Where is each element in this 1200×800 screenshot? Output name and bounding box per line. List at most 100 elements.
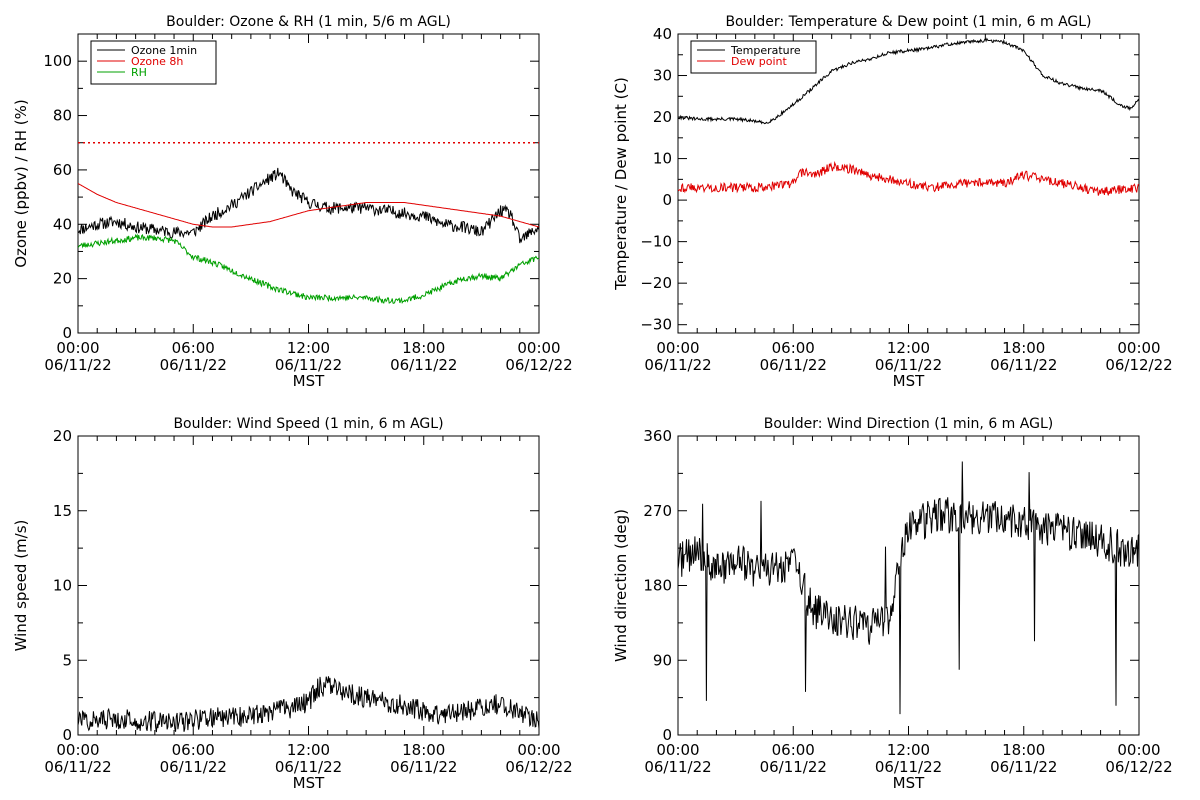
x-tick-label-date: 06/12/22 [1105,758,1172,776]
x-axis-label: MST [293,372,325,390]
y-axis-label: Ozone (ppbv) / RH (%) [12,99,30,268]
series-line-temperature [678,37,1139,125]
x-tick-label-time: 06:00 [172,339,215,357]
x-tick-label-time: 00:00 [517,741,560,759]
chart-title: Boulder: Temperature & Dew point (1 min,… [725,14,1091,30]
x-tick-label-time: 18:00 [402,741,445,759]
x-tick-label-date: 06/11/22 [875,356,942,374]
x-tick-label-date: 06/11/22 [44,758,111,776]
x-tick-label-date: 06/11/22 [990,356,1057,374]
series-line-ozone-1min [78,167,539,244]
plot-area [78,676,539,733]
x-tick-label-time: 00:00 [56,741,99,759]
x-tick-label-time: 18:00 [1002,741,1045,759]
y-tick-label: 360 [643,427,672,445]
x-tick-label-time: 12:00 [887,741,930,759]
series-line-dew-point [678,160,1139,196]
chart-title: Boulder: Wind Direction (1 min, 6 m AGL) [764,416,1053,432]
x-tick-label-date: 06/11/22 [160,758,227,776]
x-tick-label-date: 06/11/22 [875,758,942,776]
legend-label: Dew point [731,55,787,68]
y-tick-label: 15 [53,502,72,520]
legend-box [90,40,217,85]
x-tick-label-date: 06/11/22 [644,356,711,374]
y-tick-label: 30 [653,67,672,85]
x-axis-label: MST [293,774,325,792]
x-tick-label-time: 06:00 [772,741,815,759]
x-tick-label-date: 06/12/22 [505,356,572,374]
x-axis-label: MST [893,372,925,390]
series-line-data [678,461,1139,715]
x-tick-label-time: 00:00 [656,339,699,357]
chart-title: Boulder: Ozone & RH (1 min, 5/6 m AGL) [166,14,451,30]
y-tick-label: 80 [53,107,72,125]
x-axis-label: MST [893,774,925,792]
x-tick-label-date: 06/11/22 [760,356,827,374]
chart-windspeed: Boulder: Wind Speed (1 min, 6 m AGL) 0 5 10… [12,416,573,792]
y-tick-label: 20 [653,108,672,126]
x-tick-label-date: 06/12/22 [1105,356,1172,374]
series-line-data [78,676,539,733]
chart-winddir: Boulder: Wind Direction (1 min, 6 m AGL)… [612,416,1173,792]
legend-label: RH [131,66,147,79]
x-tick-label-date: 06/11/22 [760,758,827,776]
y-tick-label: 0 [62,726,72,744]
x-tick-label-time: 00:00 [517,339,560,357]
x-tick-label-time: 06:00 [172,741,215,759]
y-tick-label: −30 [640,316,672,334]
x-tick-label-time: 00:00 [656,741,699,759]
x-tick-label-date: 06/11/22 [990,758,1057,776]
chart-ozone: Boulder: Ozone & RH (1 min, 5/6 m AGL) 0 2… [12,14,573,390]
plot-area [678,461,1139,715]
plot-frame [677,435,1140,736]
y-tick-label: 180 [643,577,672,595]
y-tick-label: −10 [640,233,672,251]
x-tick-label-date: 06/11/22 [275,758,342,776]
x-tick-label-time: 18:00 [402,339,445,357]
legend-label: Ozone 1min [131,44,197,57]
y-tick-label: 40 [53,215,72,233]
y-axis-label: Wind speed (m/s) [12,520,30,652]
y-axis-label: Temperature / Dew point (C) [612,77,630,291]
chart-temperature: Boulder: Temperature & Dew point (1 min,… [612,14,1173,390]
x-tick-label-time: 00:00 [1117,741,1160,759]
y-tick-label: 90 [653,651,672,669]
x-tick-label-time: 00:00 [1117,339,1160,357]
y-tick-label: 5 [62,651,72,669]
chart-title: Boulder: Wind Speed (1 min, 6 m AGL) [173,416,443,432]
plot-area [78,167,539,305]
y-tick-label: 0 [662,726,672,744]
x-tick-label-time: 06:00 [772,339,815,357]
y-tick-label: 270 [643,502,672,520]
x-tick-label-date: 06/11/22 [275,356,342,374]
series-line-rh [78,233,539,305]
x-tick-label-time: 12:00 [887,339,930,357]
x-tick-label-date: 06/11/22 [160,356,227,374]
y-axis-label: Wind direction (deg) [612,509,630,662]
legend-box [690,40,817,74]
x-tick-label-time: 00:00 [56,339,99,357]
plot-area [678,37,1139,196]
series-line-ozone-8h [78,183,539,228]
x-tick-label-date: 06/11/22 [644,758,711,776]
x-tick-label-date: 06/11/22 [390,356,457,374]
x-tick-label-date: 06/11/22 [390,758,457,776]
y-tick-label: −20 [640,274,672,292]
legend-label: Temperature [730,44,801,57]
y-tick-label: 20 [53,427,72,445]
plot-frame [77,435,540,736]
y-tick-label: 0 [62,324,72,342]
x-tick-label-time: 12:00 [287,339,330,357]
y-tick-label: 100 [43,52,72,70]
y-tick-label: 20 [53,270,72,288]
legend-label: Ozone 8h [131,55,183,68]
y-tick-label: 0 [662,191,672,209]
y-tick-label: 60 [53,161,72,179]
x-tick-label-time: 18:00 [1002,339,1045,357]
y-tick-label: 10 [53,577,72,595]
y-tick-label: 40 [653,25,672,43]
y-tick-label: 10 [653,150,672,168]
x-tick-label-time: 12:00 [287,741,330,759]
x-tick-label-date: 06/12/22 [505,758,572,776]
